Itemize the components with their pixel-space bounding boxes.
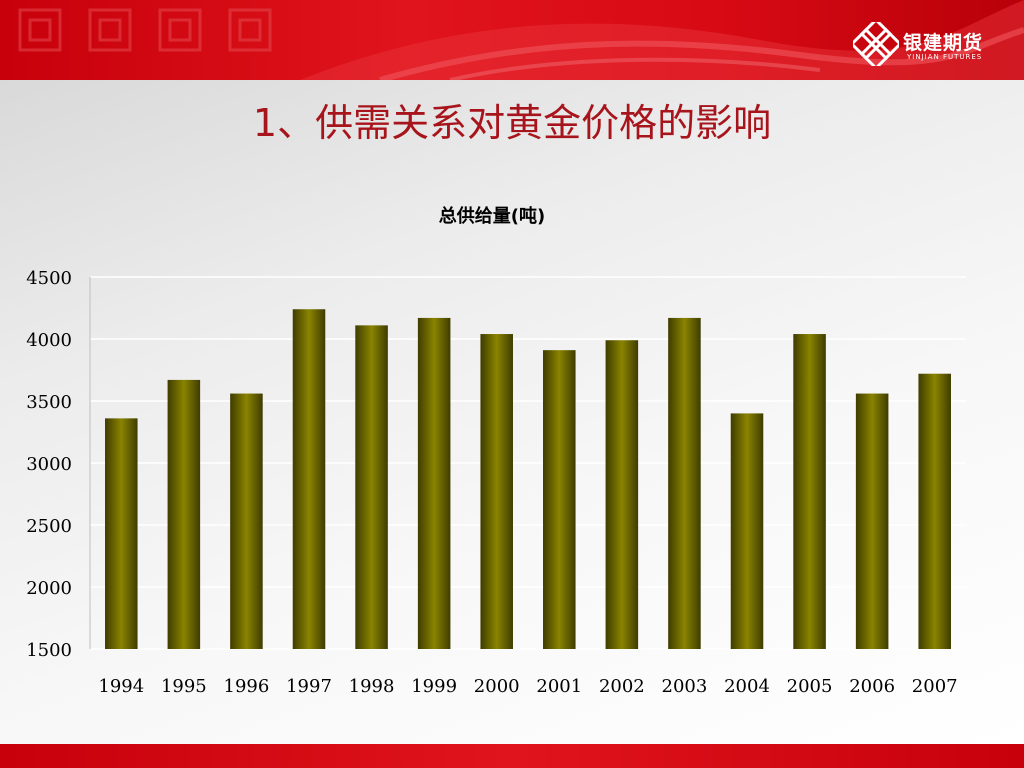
x-tick-label: 2002 (599, 676, 645, 697)
y-tick-label: 2000 (26, 578, 72, 599)
y-tick-label: 2500 (26, 516, 72, 537)
bar (855, 393, 889, 649)
bar (668, 317, 701, 649)
bar (918, 373, 951, 649)
chart-title: 总供给量(吨) (439, 205, 545, 227)
chart-grid (89, 276, 966, 650)
bar (292, 309, 326, 649)
x-tick-label: 1998 (349, 676, 395, 697)
logo-mark-icon (853, 22, 899, 66)
bar (417, 317, 451, 649)
bar (543, 350, 576, 649)
page-title: 1、供需关系对黄金价格的影响 (252, 101, 772, 145)
x-tick-label: 1996 (224, 676, 270, 697)
y-tick-label: 4000 (26, 330, 72, 351)
banner-pattern (18, 0, 1024, 80)
logo-name: 银建期货 (903, 32, 984, 54)
bar (230, 393, 263, 649)
bar (793, 334, 826, 649)
bar (730, 413, 764, 649)
x-axis: 1994 1995 1996 1997 1998 1999 2000 2001 2002 2003… (98, 676, 957, 697)
x-tick-label: 1997 (286, 676, 332, 697)
bar-chart: 总供给量(吨) 1500 2000 2500 3000 3500 4000 4500 199… (26, 205, 966, 697)
y-tick-label: 4500 (26, 268, 72, 289)
x-tick-label: 2005 (787, 676, 833, 697)
y-tick-label: 3000 (26, 454, 72, 475)
x-tick-label: 2004 (724, 676, 770, 697)
top-banner: 银建期货 YINJIAN FUTURES (0, 0, 1024, 80)
x-tick-label: 1999 (411, 676, 457, 697)
x-tick-label: 2000 (474, 676, 520, 697)
bottom-banner (0, 744, 1024, 768)
bar (355, 325, 388, 649)
x-tick-label: 2001 (536, 676, 582, 697)
x-tick-label: 1994 (98, 676, 144, 697)
bar (167, 379, 201, 649)
y-tick-label: 1500 (26, 640, 72, 661)
x-tick-label: 2007 (912, 676, 958, 697)
x-tick-label: 2006 (849, 676, 895, 697)
y-tick-label: 3500 (26, 392, 72, 413)
x-tick-label: 1995 (161, 676, 207, 697)
company-logo: 银建期货 YINJIAN FUTURES (853, 22, 1003, 66)
y-axis: 1500 2000 2500 3000 3500 4000 4500 (26, 268, 72, 661)
bar (605, 340, 639, 649)
bar (480, 334, 513, 649)
x-tick-label: 2003 (662, 676, 708, 697)
bars (105, 309, 951, 649)
bar (105, 418, 138, 649)
logo-subtitle: YINJIAN FUTURES (907, 53, 983, 61)
